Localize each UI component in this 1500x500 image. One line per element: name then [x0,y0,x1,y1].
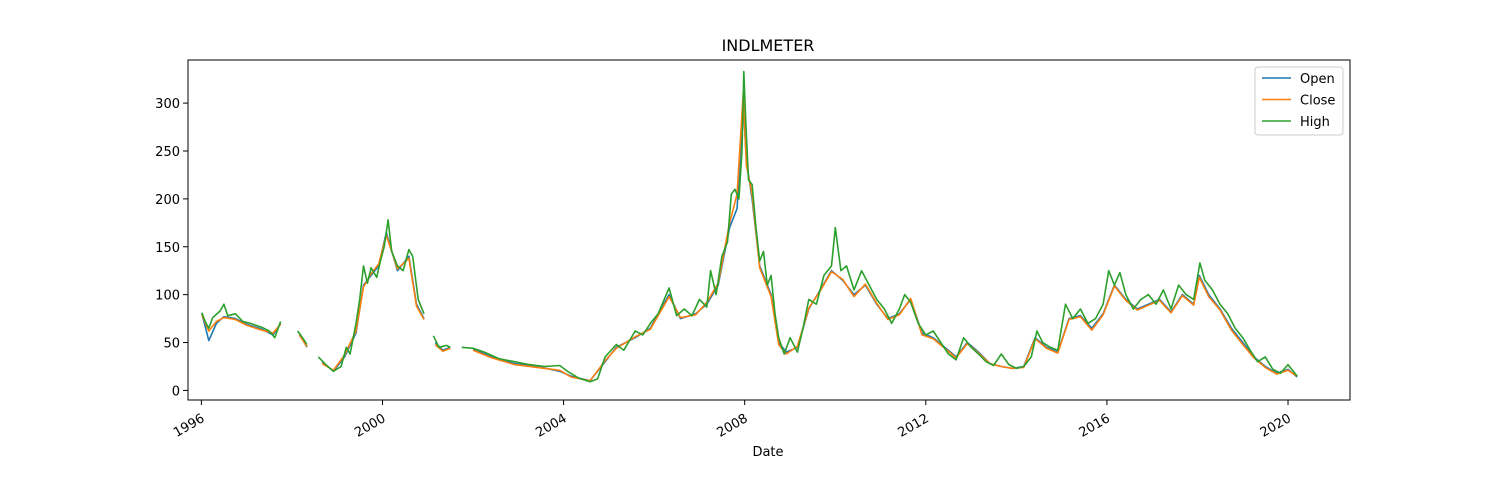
y-tick-label: 300 [155,97,180,112]
y-tick-label: 0 [172,384,180,399]
y-tick-label: 50 [163,337,180,352]
y-axis: 0 50 100 150 200 250 300 [155,97,188,399]
legend: Open Close High [1254,66,1344,136]
series-layer [201,70,1298,383]
x-tick-label: 2008 [714,411,750,441]
x-axis: 1996 2000 2004 2008 2012 2016 2020 [171,400,1294,441]
x-tick-label: 2012 [896,411,932,441]
legend-label-high: High [1300,115,1330,130]
y-tick-label: 100 [155,289,180,304]
y-tick-label: 200 [155,193,180,208]
series-line-close [201,92,1298,382]
x-tick-label: 2020 [1258,411,1294,441]
x-tick-label: 2004 [533,411,569,441]
y-tick-label: 150 [155,241,180,256]
x-tick-label: 2000 [352,411,388,441]
series-line-high [201,70,1298,383]
y-tick-label: 250 [155,145,180,160]
legend-box [1254,66,1344,136]
chart-title: INDLMETER [722,36,815,55]
x-tick-label: 2016 [1077,411,1113,441]
x-axis-label: Date [752,445,783,460]
x-tick-label: 1996 [171,411,207,441]
legend-label-close: Close [1300,94,1335,109]
series-line-open [201,102,1298,382]
legend-label-open: Open [1300,72,1335,87]
plot-frame [187,59,1351,401]
